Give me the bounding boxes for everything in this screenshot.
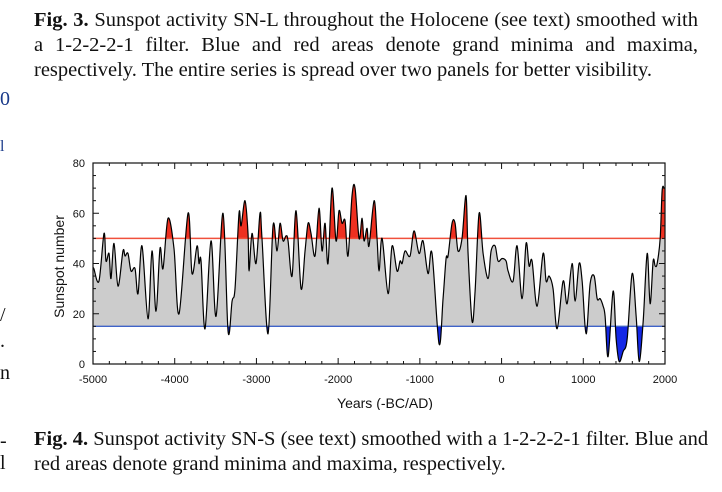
x-tick-label: -4000 — [161, 374, 189, 386]
figure-3-text: Sunspot activity SN-L throughout the Hol… — [34, 9, 698, 81]
margin-fragment: l — [0, 138, 5, 155]
margin-fragment: / — [0, 304, 6, 326]
y-tick-label: 60 — [73, 208, 85, 220]
margin-fragment: . — [0, 330, 5, 352]
x-tick-label: -2000 — [324, 374, 352, 386]
sunspot-chart: -5000 -4000 -3000 -2000 -1000 0 1000 2000 0 20 40 6… — [51, 158, 677, 410]
y-tick-label: 80 — [73, 158, 85, 170]
x-tick-label: 0 — [499, 374, 505, 386]
margin-fragment: 0 — [0, 88, 10, 110]
figure-4-caption: Fig. 4. Sunspot activity SN-S (see text)… — [34, 427, 714, 477]
below-minimum-background — [93, 326, 665, 364]
grand-maxima-fill — [103, 184, 665, 239]
figure-4-text: Sunspot activity SN-S (see text) smoothe… — [34, 428, 709, 475]
y-axis-label: Sunspot number — [51, 215, 67, 318]
margin-fragment: n — [0, 362, 10, 384]
margin-fragment: - — [0, 430, 7, 452]
y-tick-label: 0 — [79, 359, 85, 371]
x-tick-label: -3000 — [242, 374, 270, 386]
figure-3-caption: Fig. 3. Sunspot activity SN-L throughout… — [34, 8, 698, 83]
x-tick-label: 1000 — [571, 374, 595, 386]
x-axis-label: Years (-BC/AD) — [337, 395, 433, 410]
series-area-fill — [93, 184, 665, 364]
x-tick-label: 2000 — [653, 374, 677, 386]
y-tick-label: 20 — [73, 309, 85, 321]
figure-4-label: Fig. 4. — [34, 428, 89, 450]
x-tick-label: -5000 — [79, 374, 107, 386]
y-tick-label: 40 — [73, 259, 85, 271]
figure-3-label: Fig. 3. — [34, 9, 89, 31]
margin-fragment: l — [0, 452, 6, 474]
x-tick-label: -1000 — [406, 374, 434, 386]
series-line — [93, 183, 665, 363]
